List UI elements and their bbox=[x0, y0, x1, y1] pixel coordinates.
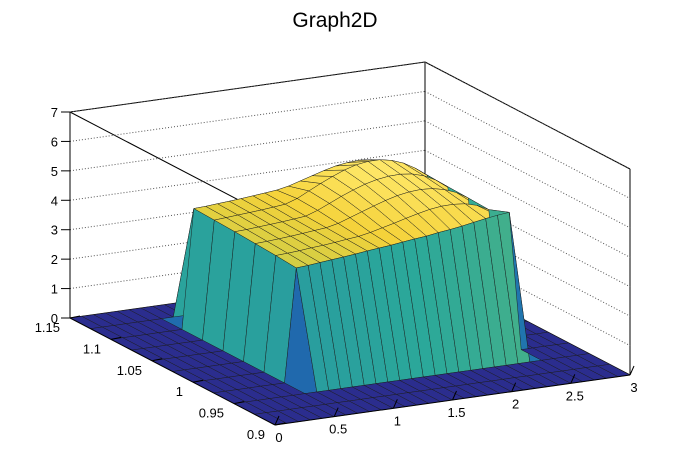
z-tick-label: 1 bbox=[51, 282, 58, 297]
y-tick-mark bbox=[110, 336, 122, 340]
y-tick-mark bbox=[233, 401, 245, 405]
y-tick-label: 1.1 bbox=[83, 341, 101, 356]
y-tick-label: 0.95 bbox=[199, 406, 224, 421]
y-tick-label: 1.05 bbox=[117, 363, 142, 378]
x-tick-mark bbox=[392, 399, 398, 409]
y-tick-mark bbox=[69, 315, 81, 319]
y-axis-line bbox=[69, 317, 276, 426]
x-tick-mark bbox=[274, 415, 280, 426]
x-tick-mark bbox=[570, 374, 576, 384]
x-tick-mark bbox=[452, 390, 457, 401]
z-tick-label: 4 bbox=[51, 193, 58, 208]
grid-line bbox=[424, 179, 631, 288]
chart-title: Graph2D bbox=[292, 9, 377, 32]
box-edge bbox=[69, 61, 426, 113]
z-tick-label: 0 bbox=[51, 311, 58, 326]
x-tick-label: 1 bbox=[394, 413, 401, 428]
y-tick-label: 0.9 bbox=[247, 427, 265, 442]
x-tick-label: 2 bbox=[512, 397, 519, 412]
x-tick-label: 3 bbox=[630, 380, 637, 395]
z-tick-label: 3 bbox=[51, 223, 58, 238]
x-tick-label: 0 bbox=[275, 430, 282, 445]
x-tick-label: 0.5 bbox=[329, 422, 347, 437]
grid-line bbox=[424, 61, 631, 170]
grid-line bbox=[424, 238, 631, 347]
y-tick-mark bbox=[151, 358, 163, 362]
x-tick-mark bbox=[511, 382, 517, 392]
y-tick-label: 1 bbox=[176, 384, 183, 399]
z-tick-label: 2 bbox=[51, 252, 58, 267]
y-tick-mark bbox=[274, 422, 286, 426]
grid-line bbox=[424, 120, 631, 229]
surface-mesh bbox=[69, 159, 631, 426]
grid-line bbox=[424, 90, 631, 199]
x-tick-label: 2.5 bbox=[566, 388, 584, 403]
z-tick-label: 5 bbox=[51, 164, 58, 179]
x-tick-label: 1.5 bbox=[447, 405, 465, 420]
grid-line bbox=[424, 208, 631, 317]
grid-line bbox=[69, 90, 426, 142]
z-tick-label: 7 bbox=[51, 105, 58, 120]
x-tick-mark bbox=[333, 407, 339, 417]
x-tick-mark bbox=[629, 365, 635, 376]
y-tick-mark bbox=[192, 379, 204, 383]
y-tick-label: 1.15 bbox=[35, 320, 60, 335]
z-tick-label: 6 bbox=[51, 134, 58, 149]
grid-line bbox=[424, 149, 631, 258]
